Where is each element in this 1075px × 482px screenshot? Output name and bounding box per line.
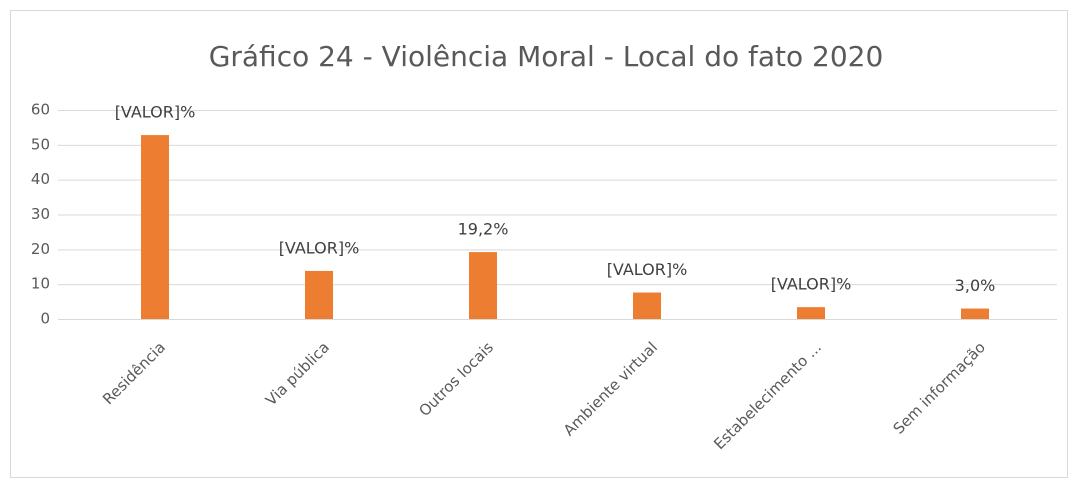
y-tick-label: 50 (31, 135, 50, 153)
bar (141, 135, 169, 319)
y-tick-label: 40 (31, 170, 50, 188)
bar (797, 307, 825, 319)
chart-title: Gráfico 24 - Violência Moral - Local do … (209, 40, 884, 73)
y-tick-label: 30 (31, 205, 50, 223)
value-label: [VALOR]% (115, 103, 196, 122)
value-label: 19,2% (458, 220, 509, 239)
y-tick-label: 0 (40, 310, 50, 328)
value-label: [VALOR]% (607, 260, 688, 279)
bar (961, 308, 989, 319)
value-label: [VALOR]% (771, 275, 852, 294)
y-tick-label: 20 (31, 240, 50, 258)
bar (633, 292, 661, 319)
chart-frame (10, 10, 1068, 478)
y-tick-label: 10 (31, 275, 50, 293)
bar (469, 252, 497, 319)
value-label: [VALOR]% (279, 238, 360, 257)
value-label: 3,0% (955, 276, 996, 295)
y-tick-label: 60 (31, 101, 50, 119)
bar (305, 270, 333, 319)
